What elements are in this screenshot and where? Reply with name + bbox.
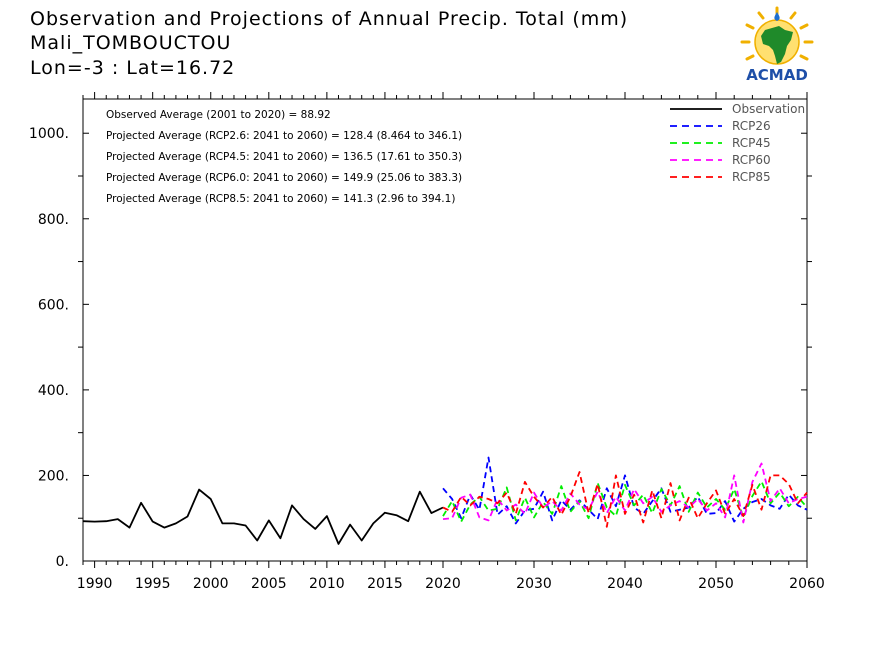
acmad-logo: ACMAD [735, 6, 819, 86]
chart-title: Observation and Projections of Annual Pr… [30, 8, 629, 30]
annotations: Observed Average (2001 to 2020) = 88.92 P… [106, 109, 462, 205]
station-name: Mali_TOMBOUCTOU [30, 32, 232, 54]
y-tick-label: 200. [38, 468, 69, 484]
annotation-text: Projected Average (RCP2.6: 2041 to 2060)… [106, 130, 462, 142]
axis-ticks [78, 92, 812, 568]
y-tick-label: 1000. [29, 126, 69, 142]
x-tick-label: 2000 [193, 576, 229, 592]
annotation-text: Projected Average (RCP6.0: 2041 to 2060)… [106, 172, 462, 184]
y-tick-label: 0. [56, 554, 69, 570]
legend-label: RCP45 [732, 136, 771, 150]
y-tick-label: 800. [38, 212, 69, 228]
y-tick-label: 600. [38, 297, 69, 313]
x-tick-label: 1995 [135, 576, 171, 592]
series-line-rcp85 [442, 471, 808, 528]
x-tick-label: 2040 [607, 576, 643, 592]
annotation-text: Projected Average (RCP4.5: 2041 to 2060)… [106, 151, 462, 163]
station-coordinates: Lon=-3 : Lat=16.72 [30, 57, 236, 79]
x-tick-label: 1990 [77, 576, 113, 592]
legend: Observation RCP26 RCP45 RCP60 RCP85 [670, 102, 805, 184]
annotation-text: Observed Average (2001 to 2020) = 88.92 [106, 109, 331, 121]
y-axis-tick-labels: 0. 200. 400. 600. 800. 1000. [29, 126, 69, 570]
x-axis-tick-labels: 1990 1995 2000 2005 2010 2015 2020 2030 2040 2050… [77, 576, 825, 592]
logo-text: ACMAD [746, 66, 808, 84]
x-tick-label: 2015 [367, 576, 403, 592]
legend-label: RCP85 [732, 170, 771, 184]
acmad-africa-sun-icon: ACMAD [740, 6, 814, 84]
legend-label: RCP26 [732, 119, 771, 133]
series-line-rcp60 [442, 462, 808, 524]
x-tick-label: 2030 [516, 576, 552, 592]
x-tick-label: 2060 [789, 576, 825, 592]
annotation-text: Projected Average (RCP8.5: 2041 to 2060)… [106, 193, 455, 205]
x-tick-label: 2050 [698, 576, 734, 592]
legend-label: Observation [732, 102, 805, 116]
data-series [82, 456, 808, 545]
series-line-observation [82, 488, 444, 545]
plot-frame [82, 98, 808, 562]
x-tick-label: 2020 [425, 576, 461, 592]
y-tick-label: 400. [38, 383, 69, 399]
legend-label: RCP60 [732, 153, 771, 167]
x-tick-label: 2005 [251, 576, 287, 592]
x-tick-label: 2010 [309, 576, 345, 592]
